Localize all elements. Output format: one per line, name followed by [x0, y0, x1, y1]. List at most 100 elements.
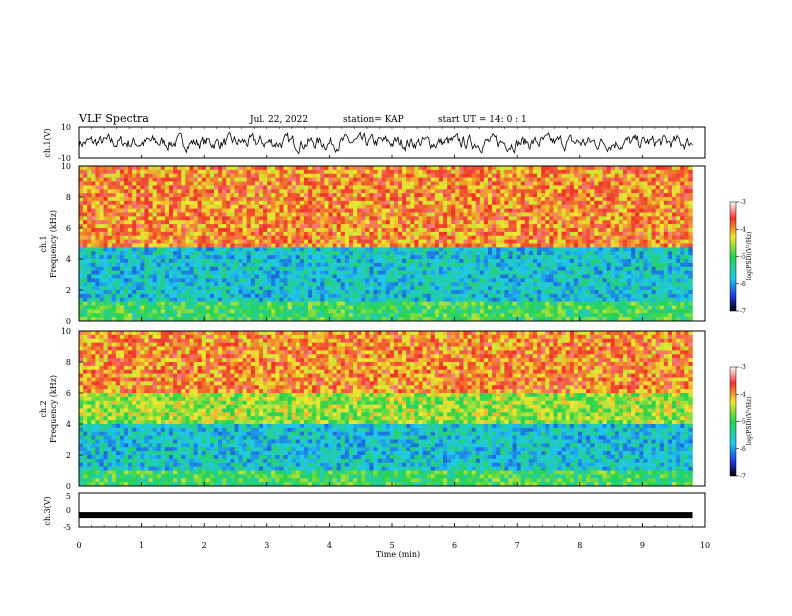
spectrogram-cell — [308, 278, 313, 283]
spectrogram-cell — [299, 173, 305, 178]
spectrogram-cell — [504, 262, 509, 268]
spectrogram-cell — [173, 243, 178, 248]
spectrogram-cell — [557, 166, 562, 171]
spectrogram-cell — [479, 255, 485, 260]
spectrogram-cell — [271, 166, 276, 171]
spectrogram-cell — [663, 228, 669, 233]
spectrogram-cell — [312, 231, 317, 237]
spectrogram-cell — [590, 208, 595, 213]
spectrogram-cell — [250, 185, 256, 190]
spectrogram-cell — [463, 212, 468, 217]
spectrogram-cell — [541, 185, 546, 190]
spectrogram-cell — [136, 193, 141, 198]
spectrogram-cell — [246, 235, 252, 240]
spectrogram-cell — [496, 208, 501, 213]
spectrogram-cell — [381, 228, 387, 233]
spectrogram-cell — [622, 189, 628, 194]
spectrogram-cell — [528, 216, 534, 221]
spectrogram-cell — [320, 216, 325, 221]
spectrogram-cell — [385, 286, 391, 291]
spectrogram-cell — [136, 216, 141, 221]
spectrogram-cell — [218, 255, 223, 260]
spectrogram-cell — [557, 169, 562, 175]
spectrogram-cell — [181, 282, 186, 287]
spectrogram-cell — [512, 166, 517, 171]
spectrogram-cell — [672, 193, 677, 198]
spectrogram-cell — [181, 270, 186, 275]
spectrogram-cell — [410, 286, 415, 291]
spectrogram-cell — [87, 266, 92, 271]
spectrogram-cell — [328, 262, 333, 268]
spectrogram-cell — [275, 197, 280, 202]
spectrogram-cell — [663, 259, 669, 264]
spectrogram-cell — [426, 259, 432, 264]
spectrogram-cell — [369, 216, 374, 221]
spectrogram-cell — [91, 286, 96, 291]
spectrogram-cell — [258, 177, 264, 182]
spectrogram-cell — [528, 231, 534, 237]
spectrogram-cell — [205, 266, 211, 271]
spectrogram-cell — [95, 197, 100, 202]
spectrogram-cell — [557, 282, 562, 287]
spectrogram-cell — [586, 231, 591, 237]
spectrogram-cell — [185, 278, 190, 283]
spectrogram-cell — [189, 208, 194, 213]
spectrogram-cell — [209, 270, 215, 275]
spectrogram-cell — [205, 270, 211, 275]
spectrogram-cell — [209, 231, 215, 237]
spectrogram-cell — [418, 266, 423, 271]
spectrogram-cell — [381, 278, 387, 283]
spectrogram-cell — [610, 177, 616, 182]
spectrogram-cell — [160, 181, 166, 186]
spectrogram-cell — [87, 181, 92, 186]
spectrogram-cell — [254, 239, 260, 244]
spectrogram-cell — [107, 266, 113, 271]
spectrogram-cell — [365, 235, 370, 240]
spectrogram-cell — [594, 177, 599, 182]
spectrogram-cell — [487, 177, 493, 182]
spectrogram-cell — [500, 200, 505, 206]
spectrogram-cell — [254, 220, 260, 225]
spectrogram-cell — [532, 185, 538, 190]
spectrogram-cell — [287, 212, 292, 217]
spectrogram-cell — [344, 266, 350, 271]
spectrogram-cell — [238, 262, 243, 268]
spectrogram-cell — [483, 169, 489, 175]
spectrogram-cell — [426, 270, 432, 275]
spectrogram-cell — [275, 200, 280, 206]
spectrogram-cell — [283, 200, 288, 206]
spectrogram-cell — [332, 290, 337, 295]
spectrogram-cell — [320, 200, 325, 206]
spectrogram-cell — [83, 193, 88, 198]
spectrogram-cell — [361, 169, 366, 175]
spectrogram-cell — [144, 243, 149, 248]
spectrogram-cell — [631, 262, 636, 268]
spectrogram-cell — [451, 220, 456, 225]
spectrogram-cell — [639, 220, 644, 225]
spectrogram-cell — [422, 166, 427, 171]
spectrogram-cell — [393, 197, 399, 202]
spectrogram-cell — [667, 189, 673, 194]
spectrogram-cell — [111, 239, 117, 244]
spectrogram-cell — [545, 208, 550, 213]
spectrogram-cell — [222, 282, 227, 287]
spectrogram-cell — [586, 181, 591, 186]
spectrogram-cell — [115, 231, 121, 237]
spectrogram-cell — [684, 189, 689, 194]
spectrogram-cell — [422, 181, 427, 186]
spectrogram-cell — [328, 282, 333, 287]
spectrogram-cell — [254, 173, 260, 178]
spectrogram-cell — [79, 189, 84, 194]
spectrogram-cell — [537, 266, 542, 271]
spectrogram-cell — [83, 262, 88, 268]
spectrogram-cell — [99, 259, 104, 264]
spectrogram-cell — [226, 173, 231, 178]
spectrogram-cell — [553, 224, 558, 229]
spectrogram-cell — [582, 169, 587, 175]
spectrogram-cell — [295, 169, 301, 175]
spectrogram-cell — [651, 270, 656, 275]
spectrogram-cell — [651, 181, 656, 186]
spectrogram-cell — [496, 169, 501, 175]
spectrogram-cell — [230, 189, 235, 194]
spectrogram-cell — [353, 262, 358, 268]
